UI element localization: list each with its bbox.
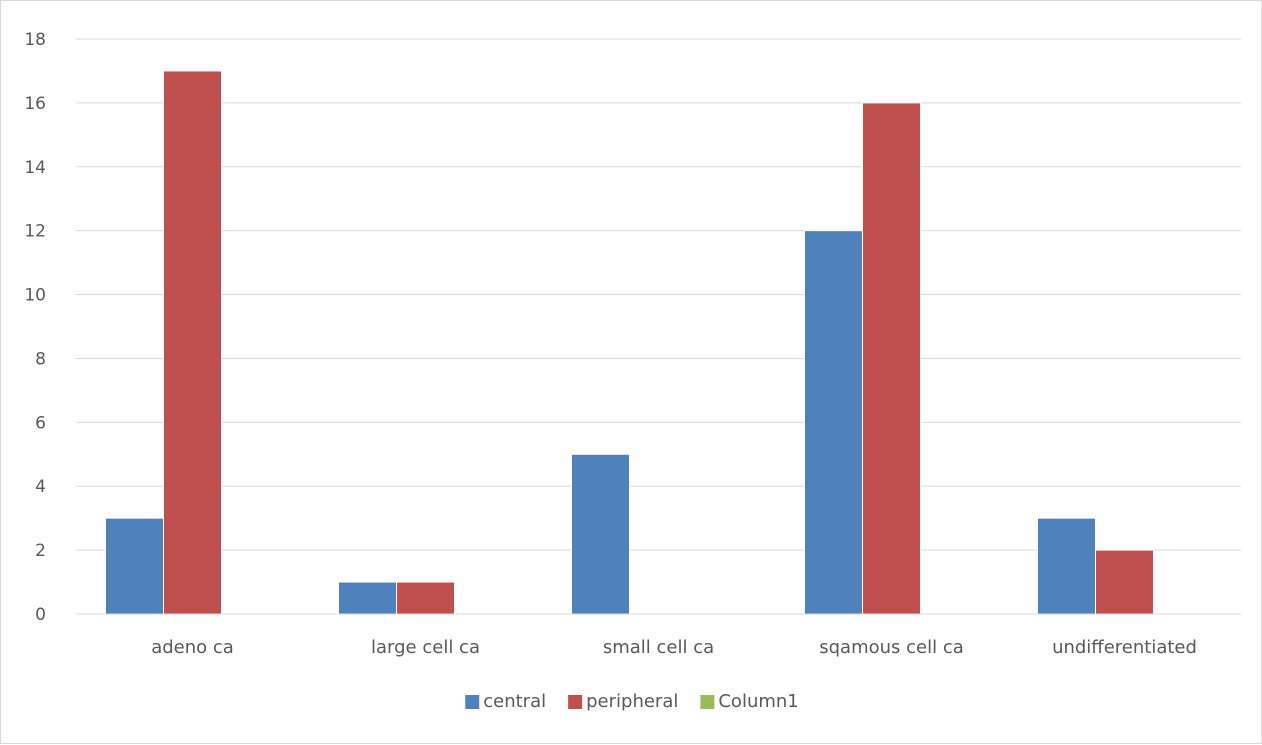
legend-item-central: central bbox=[465, 691, 546, 712]
bar-central-2 bbox=[571, 453, 630, 615]
legend-item-column1: Column1 bbox=[700, 691, 799, 712]
legend-swatch bbox=[568, 695, 583, 709]
legend-swatch bbox=[700, 695, 715, 709]
y-tick-label: 14 bbox=[24, 158, 46, 178]
legend-item-peripheral: peripheral bbox=[568, 691, 678, 712]
bar-central-4 bbox=[1037, 517, 1096, 615]
legend-label: Column1 bbox=[718, 691, 798, 712]
bar-peripheral-1 bbox=[396, 581, 455, 615]
bar-peripheral-3 bbox=[862, 102, 921, 615]
x-category-label: sqamous cell ca bbox=[819, 637, 964, 658]
y-axis-tick-labels: 0 2 4 6 8 10 12 14 16 18 bbox=[24, 30, 46, 625]
gridlines bbox=[76, 38, 1241, 551]
legend: central peripheral Column1 bbox=[465, 691, 799, 712]
x-category-label: undifferentiated bbox=[1052, 637, 1197, 658]
y-tick-label: 0 bbox=[35, 605, 46, 625]
y-tick-label: 2 bbox=[35, 541, 46, 561]
bar-central-1 bbox=[338, 581, 397, 615]
bar-peripheral-4 bbox=[1095, 549, 1154, 615]
y-tick-label: 16 bbox=[24, 94, 46, 114]
x-category-label: large cell ca bbox=[371, 637, 480, 658]
y-tick-label: 6 bbox=[35, 413, 46, 433]
legend-label: central bbox=[483, 691, 546, 712]
y-tick-label: 18 bbox=[24, 30, 46, 50]
y-tick-label: 8 bbox=[35, 349, 46, 369]
legend-swatch bbox=[465, 695, 480, 709]
legend-label: peripheral bbox=[586, 691, 678, 712]
bar-peripheral-0 bbox=[163, 70, 222, 615]
x-category-label: adeno ca bbox=[151, 637, 234, 658]
y-tick-label: 10 bbox=[24, 286, 46, 306]
x-axis-category-labels: adeno ca large cell ca small cell ca sqamou… bbox=[151, 637, 1197, 658]
y-tick-label: 4 bbox=[35, 477, 46, 497]
bar-central-3 bbox=[804, 230, 863, 615]
bars bbox=[105, 70, 1154, 615]
x-category-label: small cell ca bbox=[603, 637, 714, 658]
bar-central-0 bbox=[105, 517, 164, 615]
y-tick-label: 12 bbox=[24, 222, 46, 242]
